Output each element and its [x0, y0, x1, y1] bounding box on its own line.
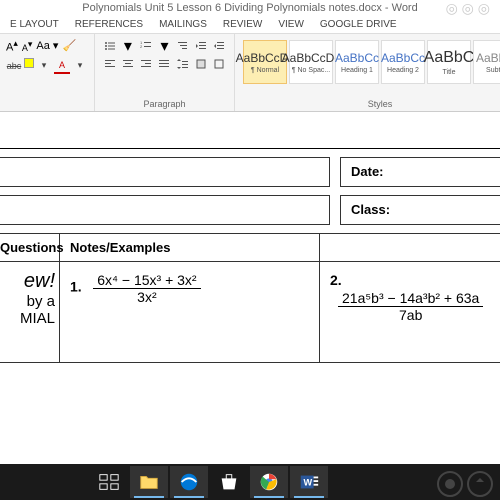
bullets-button[interactable]: [101, 38, 118, 54]
hr: [0, 148, 500, 149]
align-left-button[interactable]: [101, 56, 118, 72]
tab-mailings[interactable]: MAILINGS: [151, 16, 215, 33]
tab-layout[interactable]: E LAYOUT: [2, 16, 67, 33]
ribbon: A▴ A▾ Aa ▾ 🧹 abc ▾ A ▾ ▾ 12 ▾: [0, 34, 500, 112]
borders-button[interactable]: [211, 56, 228, 72]
tab-view[interactable]: VIEW: [270, 16, 312, 33]
problem-2: 2. 21a⁵b³ − 14a³b² + 63a 7ab: [320, 262, 500, 362]
style-title[interactable]: AaBbC Title: [427, 40, 471, 84]
strikethrough-button[interactable]: abc: [6, 58, 22, 74]
file-explorer-button[interactable]: [130, 466, 168, 498]
topic-field: [0, 195, 330, 225]
style-nospacing[interactable]: AaBbCcDc ¶ No Spac...: [289, 40, 333, 84]
paragraph-label: Paragraph: [101, 97, 228, 111]
review-cell: ew! by a MIAL: [0, 262, 59, 335]
record-icon[interactable]: [436, 470, 464, 498]
svg-text:W: W: [304, 478, 313, 488]
problem-1: 1. 6x⁴ − 15x³ + 3x² 3x²: [60, 262, 319, 362]
highlight-dropdown[interactable]: ▾: [36, 58, 52, 74]
font-group: A▴ A▾ Aa ▾ 🧹 abc ▾ A ▾: [0, 34, 95, 111]
tab-review[interactable]: REVIEW: [215, 16, 270, 33]
document-title: Polynomials Unit 5 Lesson 6 Dividing Pol…: [82, 2, 417, 14]
tab-references[interactable]: REFERENCES: [67, 16, 151, 33]
decrease-indent-button[interactable]: [192, 38, 209, 54]
chrome-button[interactable]: [250, 466, 288, 498]
bullets-dropdown[interactable]: ▾: [119, 38, 136, 54]
class-field: Class:: [340, 195, 500, 225]
expand-icon[interactable]: [466, 470, 494, 498]
highlight-button[interactable]: [24, 58, 34, 68]
title-bar: Polynomials Unit 5 Lesson 6 Dividing Pol…: [0, 0, 500, 16]
taskbar: W: [0, 464, 500, 500]
svg-text:2: 2: [140, 44, 143, 49]
styles-group: AaBbCcDc ¶ Normal AaBbCcDc ¶ No Spac... …: [235, 34, 500, 111]
store-button[interactable]: [210, 466, 248, 498]
increase-indent-button[interactable]: [211, 38, 228, 54]
numbering-button[interactable]: 12: [138, 38, 155, 54]
name-field: [0, 157, 330, 187]
date-field: Date:: [340, 157, 500, 187]
paragraph-group: ▾ 12 ▾ Paragraph: [95, 34, 235, 111]
shading-button[interactable]: [192, 56, 209, 72]
change-case[interactable]: Aa ▾: [36, 39, 58, 52]
font-size-up[interactable]: A▴: [6, 38, 18, 54]
style-normal[interactable]: AaBbCcDc ¶ Normal: [243, 40, 287, 84]
document-area[interactable]: Date: Class: Questions ew! by a MIAL Not…: [0, 112, 500, 432]
align-center-button[interactable]: [119, 56, 136, 72]
align-right-button[interactable]: [138, 56, 155, 72]
font-color-dropdown[interactable]: ▾: [72, 58, 88, 74]
page: Date: Class: Questions ew! by a MIAL Not…: [0, 132, 500, 373]
ribbon-tabs: E LAYOUT REFERENCES MAILINGS REVIEW VIEW…: [0, 16, 500, 34]
notes-table: Questions ew! by a MIAL Notes/Examples 1…: [0, 233, 500, 363]
notes-column: Notes/Examples 1. 6x⁴ − 15x³ + 3x² 3x²: [60, 234, 320, 363]
clear-format-icon[interactable]: 🧹: [62, 39, 76, 52]
style-heading1[interactable]: AaBbCc Heading 1: [335, 40, 379, 84]
numbering-dropdown[interactable]: ▾: [156, 38, 173, 54]
justify-button[interactable]: [156, 56, 173, 72]
word-button[interactable]: W: [290, 466, 328, 498]
font-color-button[interactable]: A: [54, 58, 70, 74]
decoration: ◎ ◎ ◎: [446, 0, 490, 17]
edge-button[interactable]: [170, 466, 208, 498]
notes-column-2: 2. 21a⁵b³ − 14a³b² + 63a 7ab: [320, 234, 500, 363]
font-size-down[interactable]: A▾: [22, 39, 33, 53]
tab-googledrive[interactable]: GOOGLE DRIVE: [312, 16, 405, 33]
task-view-button[interactable]: [90, 466, 128, 498]
notes-header-2: [320, 234, 500, 262]
notes-header: Notes/Examples: [60, 234, 319, 262]
font-group-label: [6, 107, 88, 111]
style-heading2[interactable]: AaBbCc Heading 2: [381, 40, 425, 84]
line-spacing-button[interactable]: [174, 56, 191, 72]
screen-launcher: [436, 470, 494, 498]
styles-gallery: AaBbCcDc ¶ Normal AaBbCcDc ¶ No Spac... …: [241, 38, 500, 86]
questions-column: Questions ew! by a MIAL: [0, 234, 60, 363]
style-subtitle[interactable]: AaBbC Subtit: [473, 40, 500, 84]
multilevel-button[interactable]: [174, 38, 191, 54]
styles-label: Styles: [241, 97, 500, 111]
questions-header: Questions: [0, 234, 59, 262]
